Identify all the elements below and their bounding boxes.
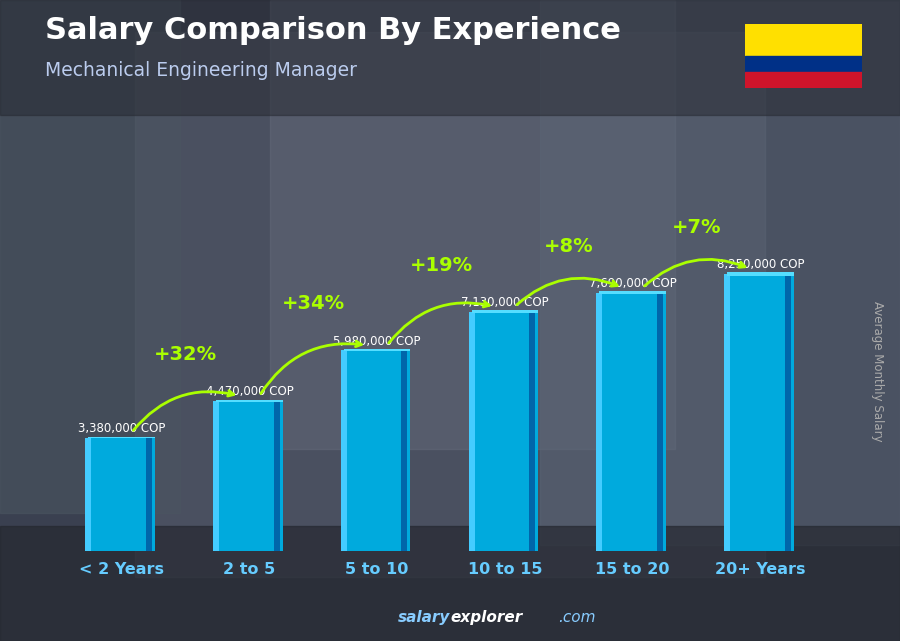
Bar bbox=[88, 438, 155, 551]
Bar bbox=[727, 272, 794, 276]
Bar bbox=[213, 401, 220, 551]
Text: +34%: +34% bbox=[282, 294, 345, 313]
Text: 7,130,000 COP: 7,130,000 COP bbox=[461, 296, 549, 309]
Bar bbox=[599, 291, 666, 294]
Bar bbox=[472, 312, 538, 551]
Text: +7%: +7% bbox=[671, 218, 721, 237]
Bar bbox=[745, 72, 862, 88]
Bar bbox=[135, 32, 765, 577]
Bar bbox=[540, 0, 900, 545]
Bar bbox=[745, 56, 862, 72]
Text: .com: .com bbox=[558, 610, 596, 625]
Bar bbox=[599, 293, 666, 551]
Bar bbox=[216, 400, 283, 402]
Text: +32%: +32% bbox=[154, 345, 217, 364]
Text: 8,250,000 COP: 8,250,000 COP bbox=[716, 258, 804, 271]
Bar bbox=[727, 274, 794, 551]
Bar bbox=[529, 312, 535, 551]
Bar bbox=[724, 274, 730, 551]
Bar bbox=[341, 351, 346, 551]
Bar bbox=[597, 293, 602, 551]
Text: Average Monthly Salary: Average Monthly Salary bbox=[871, 301, 884, 442]
Bar bbox=[86, 438, 92, 551]
Text: Mechanical Engineering Manager: Mechanical Engineering Manager bbox=[45, 61, 357, 80]
Bar bbox=[344, 349, 410, 351]
Bar bbox=[657, 293, 662, 551]
Text: 7,690,000 COP: 7,690,000 COP bbox=[589, 278, 677, 290]
Bar bbox=[401, 351, 408, 551]
Text: Salary Comparison By Experience: Salary Comparison By Experience bbox=[45, 16, 621, 45]
Text: 4,470,000 COP: 4,470,000 COP bbox=[205, 385, 293, 398]
Text: 3,380,000 COP: 3,380,000 COP bbox=[78, 422, 166, 435]
Text: explorer: explorer bbox=[450, 610, 522, 625]
Bar bbox=[0, 0, 900, 115]
Bar bbox=[88, 437, 155, 438]
Text: +8%: +8% bbox=[544, 237, 594, 256]
Bar bbox=[216, 401, 283, 551]
Bar bbox=[472, 310, 538, 313]
Bar bbox=[270, 0, 675, 449]
Bar bbox=[785, 274, 790, 551]
Bar bbox=[745, 24, 862, 56]
Bar bbox=[146, 438, 152, 551]
Bar bbox=[344, 351, 410, 551]
Text: 5,980,000 COP: 5,980,000 COP bbox=[333, 335, 421, 347]
Bar bbox=[0, 0, 180, 513]
Text: +19%: +19% bbox=[410, 256, 472, 275]
Bar bbox=[469, 312, 474, 551]
Bar bbox=[0, 526, 900, 641]
Bar bbox=[274, 401, 280, 551]
Text: salary: salary bbox=[398, 610, 450, 625]
